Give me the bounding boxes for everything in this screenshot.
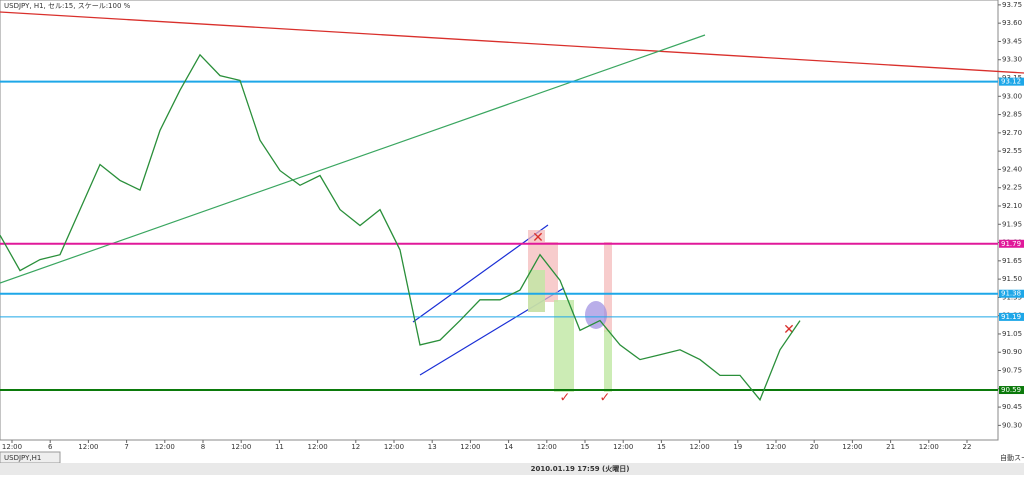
x-mark: ✕ (532, 230, 544, 246)
level-label: 93.12 (1001, 78, 1021, 86)
time-label: 12:00 (2, 443, 22, 451)
level-tag (999, 77, 1024, 86)
channel-line (412, 224, 549, 323)
time-label: 8 (201, 443, 205, 451)
price-label: 91.50 (1002, 275, 1022, 283)
price-label: 92.40 (1002, 165, 1022, 173)
price-label: 93.30 (1002, 56, 1022, 64)
level-label: 90.59 (1001, 386, 1021, 394)
level-tag (999, 312, 1024, 321)
trend-line (0, 11, 1024, 74)
time-label: 15 (657, 443, 666, 451)
time-label: 12:00 (537, 443, 557, 451)
time-label: 11 (275, 443, 284, 451)
price-label: 92.10 (1002, 202, 1022, 210)
level-label: 91.38 (1001, 290, 1021, 298)
tab-label[interactable]: USDJPY,H1 (4, 454, 41, 462)
level-tag (999, 239, 1024, 248)
x-mark: ✕ (783, 322, 795, 338)
plot-frame (0, 0, 999, 441)
zone-box (604, 330, 612, 392)
time-label: 12:00 (155, 443, 175, 451)
level-label: 91.79 (1001, 240, 1021, 248)
price-label: 90.45 (1002, 403, 1022, 411)
level-label: 91.19 (1001, 313, 1021, 321)
time-label: 12:00 (919, 443, 939, 451)
price-label: 91.65 (1002, 257, 1022, 265)
time-label: 6 (48, 443, 53, 451)
time-label: 14 (504, 443, 513, 451)
time-label: 13 (428, 443, 437, 451)
price-label: 92.25 (1002, 184, 1022, 192)
time-label: 21 (886, 443, 895, 451)
time-label: 22 (963, 443, 972, 451)
level-tag (999, 289, 1024, 298)
status-right[interactable]: 自動スー (1000, 453, 1024, 462)
time-label: 12:00 (231, 443, 251, 451)
trend-line (0, 34, 706, 284)
price-label: 93.75 (1002, 1, 1022, 9)
time-label: 12:00 (613, 443, 633, 451)
status-datetime: 2010.01.19 17:59 (火曜日) (531, 464, 630, 473)
zone-box (545, 242, 558, 302)
time-label: 20 (810, 443, 819, 451)
price-label: 92.85 (1002, 111, 1022, 119)
zone-box (604, 242, 612, 332)
time-label: 12:00 (384, 443, 404, 451)
time-label: 12:00 (690, 443, 710, 451)
chart-header: USDJPY, H1, セル:15, スケール:100 % (4, 2, 131, 10)
price-label: 90.90 (1002, 348, 1022, 356)
time-label: 12:00 (460, 443, 480, 451)
check-mark: ✓ (560, 391, 571, 406)
zone-box (528, 270, 545, 312)
time-label: 12:00 (308, 443, 328, 451)
price-label: 90.30 (1002, 421, 1022, 429)
time-label: 12 (351, 443, 360, 451)
price-label: 92.55 (1002, 147, 1022, 155)
level-tag (999, 386, 1024, 395)
price-label: 93.45 (1002, 37, 1022, 45)
time-label: 12:00 (766, 443, 786, 451)
price-label: 93.60 (1002, 19, 1022, 27)
zone-box (554, 300, 574, 392)
time-label: 7 (124, 443, 128, 451)
time-label: 12:00 (842, 443, 862, 451)
price-line (0, 53, 801, 402)
price-label: 92.70 (1002, 129, 1022, 137)
status-bar (0, 463, 1024, 475)
price-label: 93.00 (1002, 92, 1022, 100)
time-label: 15 (581, 443, 590, 451)
price-label: 91.05 (1002, 330, 1022, 338)
price-label: 91.95 (1002, 220, 1022, 228)
check-mark: ✓ (600, 391, 611, 406)
price-label: 90.75 (1002, 367, 1022, 375)
time-label: 12:00 (78, 443, 98, 451)
time-label: 19 (733, 443, 742, 451)
